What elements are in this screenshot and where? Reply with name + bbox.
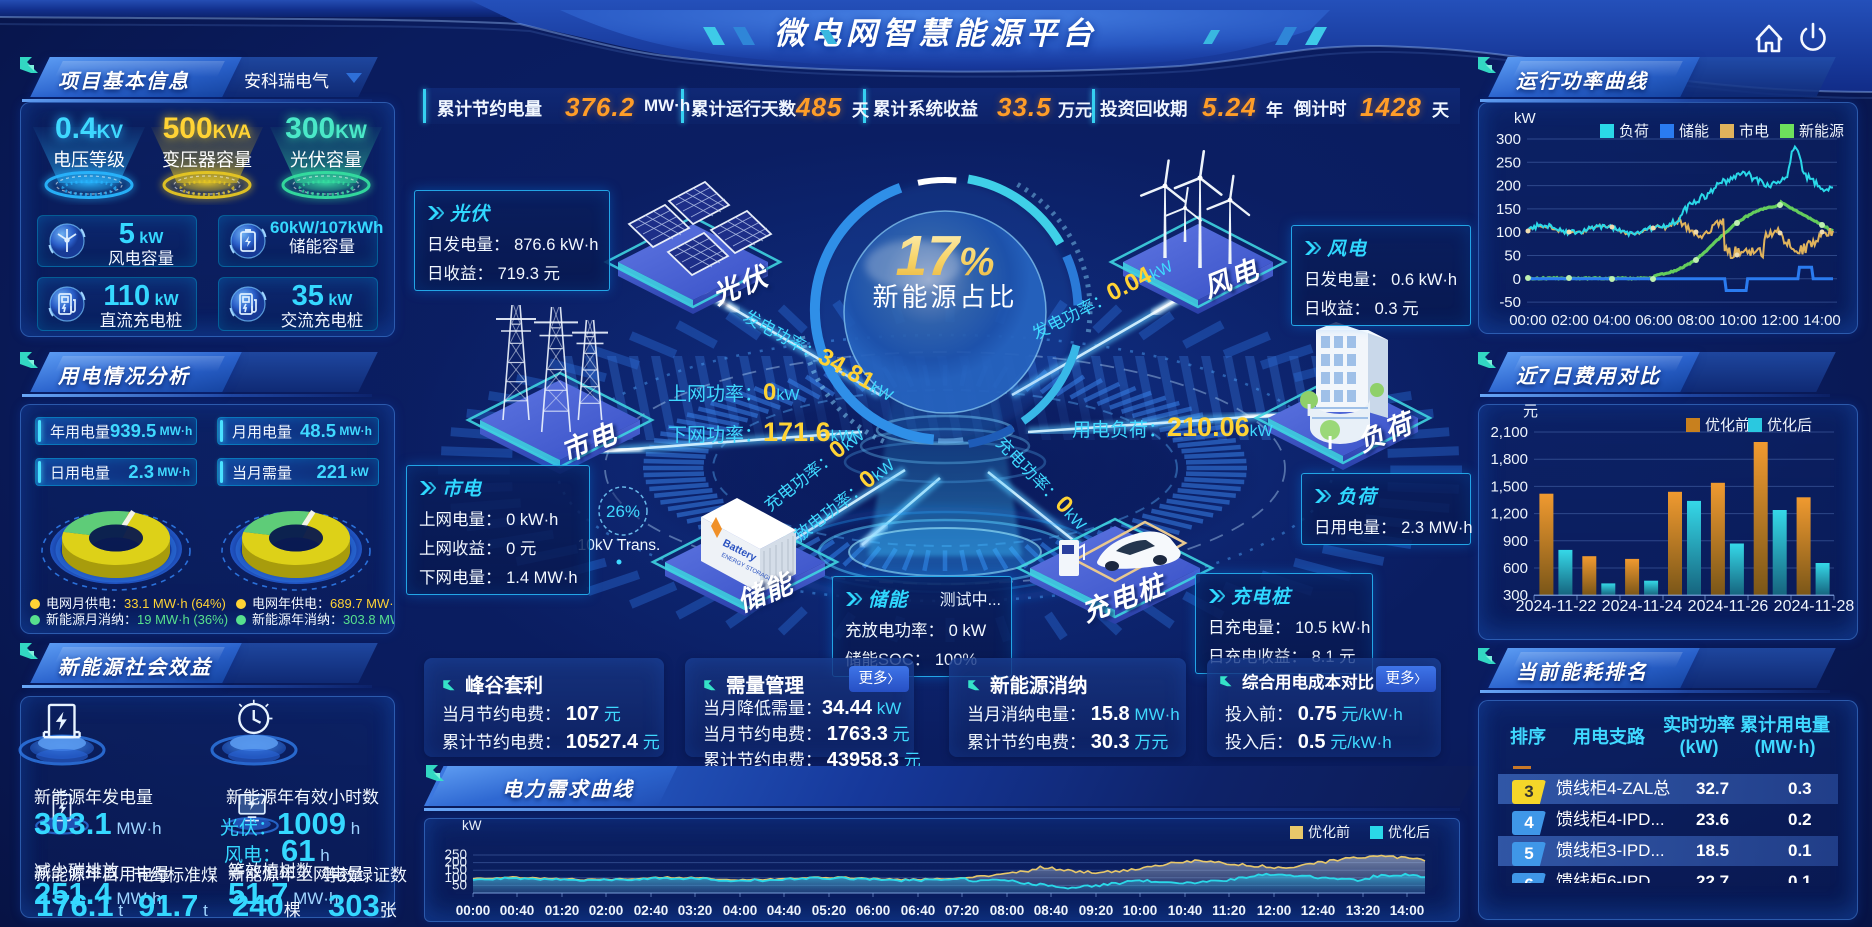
svg-text:00:00: 00:00 [1509, 312, 1547, 329]
svg-text:06:00: 06:00 [856, 903, 891, 918]
svg-text:12:00: 12:00 [1761, 312, 1799, 329]
svg-text:11:20: 11:20 [1212, 903, 1246, 918]
svg-text:1,200: 1,200 [1490, 506, 1528, 523]
svg-text:05:20: 05:20 [812, 903, 847, 918]
svg-text:2024-11-22: 2024-11-22 [1516, 598, 1597, 615]
svg-text:200: 200 [444, 855, 467, 870]
svg-text:00:40: 00:40 [500, 903, 535, 918]
svg-text:10kV Trans.: 10kV Trans. [578, 537, 661, 554]
svg-text:01:20: 01:20 [545, 903, 580, 918]
svg-text:用电负荷：210.06kW: 用电负荷：210.06kW [1072, 412, 1274, 442]
svg-text:50: 50 [452, 877, 467, 892]
svg-text:00:00: 00:00 [456, 903, 491, 918]
svg-text:02:00: 02:00 [1551, 312, 1589, 329]
svg-text:12:00: 12:00 [1257, 903, 1292, 918]
svg-text:优化后: 优化后 [1388, 824, 1430, 840]
svg-text:04:40: 04:40 [767, 903, 802, 918]
svg-text:市电: 市电 [1739, 123, 1769, 140]
svg-text:06:40: 06:40 [901, 903, 936, 918]
svg-text:10:00: 10:00 [1719, 312, 1757, 329]
svg-text:优化前: 优化前 [1705, 417, 1750, 434]
svg-text:优化后: 优化后 [1767, 417, 1812, 434]
svg-text:300: 300 [1496, 131, 1521, 148]
svg-text:2024-11-28: 2024-11-28 [1774, 598, 1855, 615]
svg-text:08:40: 08:40 [1034, 903, 1069, 918]
svg-text:2,100: 2,100 [1490, 424, 1528, 441]
svg-text:50: 50 [1504, 248, 1521, 265]
svg-text:150: 150 [444, 862, 467, 877]
svg-text:200: 200 [1496, 178, 1521, 195]
svg-text:04:00: 04:00 [723, 903, 758, 918]
svg-text:元: 元 [1523, 404, 1538, 420]
svg-text:负荷: 负荷 [1619, 123, 1649, 140]
svg-text:新能源: 新能源 [1799, 123, 1844, 140]
svg-text:02:40: 02:40 [634, 903, 669, 918]
svg-text:kW: kW [462, 818, 482, 833]
svg-text:07:20: 07:20 [945, 903, 980, 918]
svg-text:12:40: 12:40 [1301, 903, 1336, 918]
svg-text:300: 300 [1503, 587, 1528, 604]
svg-text:10:40: 10:40 [1168, 903, 1203, 918]
svg-text:kW: kW [1514, 110, 1537, 127]
svg-text:100: 100 [1496, 224, 1521, 241]
svg-text:250: 250 [444, 847, 467, 862]
svg-text:04:00: 04:00 [1593, 312, 1631, 329]
svg-text:26%: 26% [606, 502, 640, 521]
svg-text:09:20: 09:20 [1079, 903, 1114, 918]
svg-text:新能源占比: 新能源占比 [872, 282, 1017, 312]
svg-text:储能: 储能 [1679, 123, 1709, 140]
svg-text:250: 250 [1496, 154, 1521, 171]
svg-text:10:00: 10:00 [1123, 903, 1158, 918]
svg-text:14:00: 14:00 [1803, 312, 1841, 329]
svg-text:1,500: 1,500 [1490, 478, 1528, 495]
svg-text:02:00: 02:00 [589, 903, 624, 918]
svg-text:08:00: 08:00 [990, 903, 1025, 918]
svg-text:2024-11-26: 2024-11-26 [1688, 598, 1769, 615]
svg-text:03:20: 03:20 [678, 903, 713, 918]
svg-text:1,800: 1,800 [1490, 451, 1528, 468]
svg-text:13:20: 13:20 [1346, 903, 1381, 918]
svg-text:06:00: 06:00 [1635, 312, 1673, 329]
svg-text:14:00: 14:00 [1390, 903, 1425, 918]
svg-text:0: 0 [1513, 271, 1521, 288]
svg-text:150: 150 [1496, 201, 1521, 218]
svg-text:900: 900 [1503, 533, 1528, 550]
svg-text:-50: -50 [1499, 294, 1521, 311]
svg-text:2024-11-24: 2024-11-24 [1602, 598, 1683, 615]
svg-text:08:00: 08:00 [1677, 312, 1715, 329]
svg-text:优化前: 优化前 [1308, 824, 1350, 840]
svg-text:600: 600 [1503, 560, 1528, 577]
svg-text:100: 100 [444, 870, 467, 885]
